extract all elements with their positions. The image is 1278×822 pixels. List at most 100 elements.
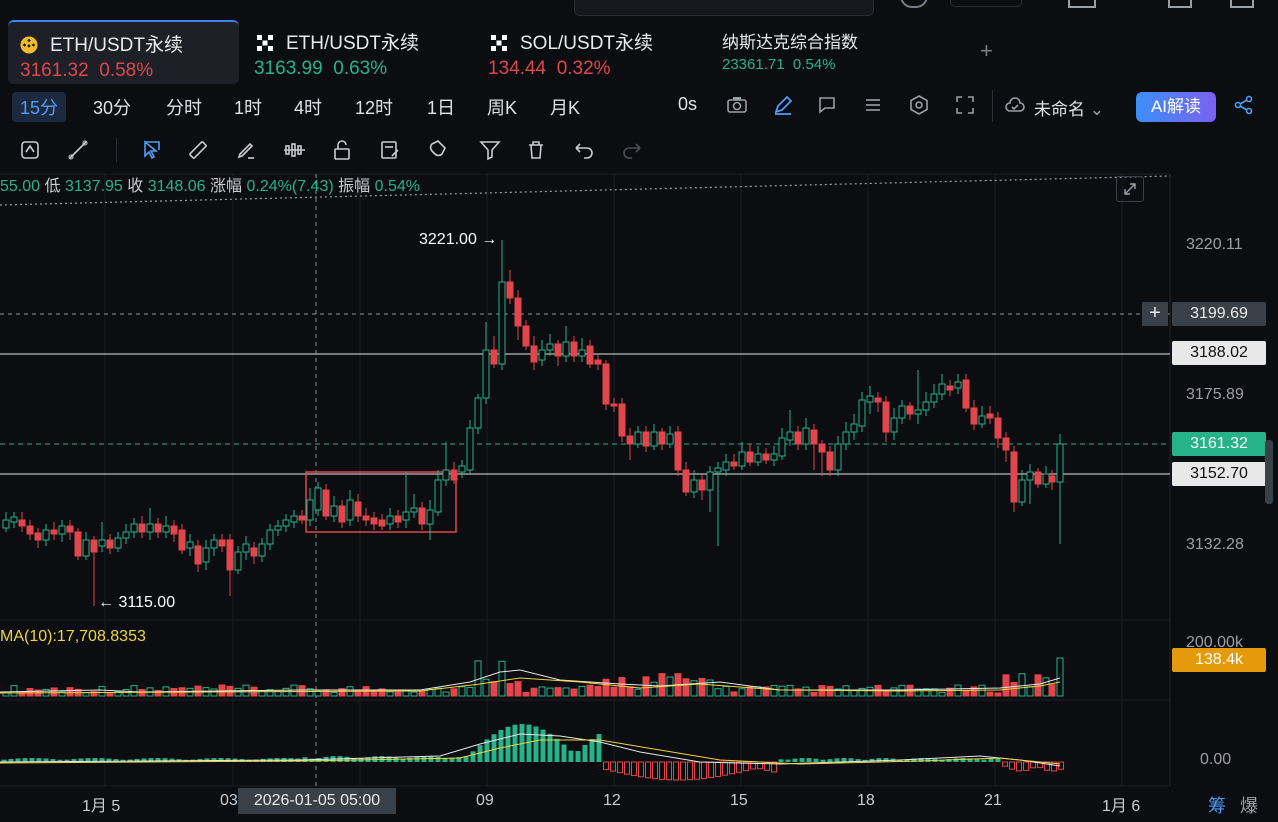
- window-icon[interactable]: [1068, 0, 1096, 8]
- tab-sol-okx[interactable]: SOL/USDT永续 134.44 0.32%: [480, 20, 700, 82]
- volume-bar: [826, 685, 834, 697]
- tab-nasdaq[interactable]: 纳斯达克综合指数 23361.71 0.54%: [712, 20, 932, 82]
- redo-icon[interactable]: [620, 138, 644, 162]
- magnet-icon[interactable]: [426, 138, 450, 162]
- candle-body: [986, 413, 994, 419]
- timeframe-week[interactable]: 周K: [487, 98, 518, 118]
- cloud-icon[interactable]: [1004, 94, 1026, 116]
- macd-bar: [659, 761, 665, 780]
- candle-body: [434, 479, 442, 513]
- list-icon[interactable]: [862, 94, 884, 116]
- timeframe-12h[interactable]: 12时: [355, 98, 394, 118]
- add-tab-button[interactable]: +: [980, 38, 993, 63]
- candle-body: [202, 547, 210, 563]
- candle-body: [810, 429, 818, 445]
- edit-list-icon[interactable]: [378, 138, 402, 162]
- candle-body: [586, 345, 594, 365]
- candle-body: [354, 501, 362, 517]
- volume-bar: [858, 687, 866, 697]
- layout-name: 未命名: [1034, 100, 1085, 119]
- liquidation-tab[interactable]: 爆: [1240, 796, 1258, 816]
- price-axis-label: 3220.11: [1186, 236, 1243, 253]
- macd-bar: [778, 759, 784, 762]
- candle-body: [506, 281, 514, 299]
- volume-bar: [458, 686, 466, 697]
- camera-icon[interactable]: [726, 94, 748, 116]
- filter-icon[interactable]: [478, 138, 502, 162]
- cursor-select-icon[interactable]: [140, 138, 164, 162]
- candle-body: [802, 427, 810, 445]
- window-icon-2[interactable]: [1168, 0, 1192, 8]
- drawn-rectangle: [305, 471, 457, 533]
- current-price-tag: 3161.32: [1172, 432, 1266, 456]
- window-icon-3[interactable]: [1230, 0, 1254, 8]
- volume-bar: [434, 687, 442, 697]
- hexagon-icon[interactable]: [908, 94, 930, 116]
- timeframe-15m[interactable]: 15分: [12, 92, 67, 122]
- volume-bar: [50, 687, 58, 697]
- candle-body: [298, 515, 306, 521]
- level-price-tag[interactable]: 3188.02: [1172, 341, 1266, 365]
- fullscreen-icon[interactable]: [954, 94, 976, 116]
- timeframe-month[interactable]: 月K: [550, 98, 581, 118]
- volume-bar: [442, 691, 450, 697]
- add-alert-icon[interactable]: +: [1142, 302, 1168, 326]
- volume-bar: [386, 691, 394, 697]
- top-right-controls[interactable]: [900, 0, 1270, 8]
- share-icon[interactable]: [1233, 94, 1255, 116]
- candle-body: [1018, 479, 1026, 503]
- volume-bar: [210, 688, 218, 697]
- expand-chart-icon[interactable]: [1116, 176, 1144, 202]
- candlestick-chart[interactable]: [0, 170, 1278, 822]
- candle-body: [290, 515, 298, 523]
- amplitude-label: 振幅: [338, 178, 371, 195]
- layout-name-select[interactable]: 未命名 ⌄: [1034, 95, 1104, 120]
- timeframe-1d[interactable]: 1日: [427, 98, 456, 118]
- pen-icon[interactable]: [772, 94, 794, 116]
- volume-bar: [706, 679, 714, 697]
- volume-bar: [338, 688, 346, 697]
- timeframe-1h[interactable]: 1时: [234, 98, 263, 118]
- candle-body: [818, 443, 826, 453]
- candle-body: [546, 343, 554, 351]
- undo-icon[interactable]: [572, 138, 596, 162]
- volume-bar: [154, 689, 162, 697]
- macd-bar: [491, 734, 497, 762]
- timeframe-4h[interactable]: 4时: [294, 98, 323, 118]
- macd-bar: [8, 758, 14, 762]
- volume-bar: [658, 673, 666, 697]
- timeframe-30m[interactable]: 30分: [93, 98, 132, 118]
- timeframe-timeshare[interactable]: 分时: [166, 98, 202, 118]
- volume-bar: [482, 678, 490, 697]
- bars-pattern-icon[interactable]: [283, 138, 307, 162]
- trash-icon[interactable]: [524, 138, 548, 162]
- crosshair-price-tag: 3199.69: [1172, 302, 1266, 326]
- search-input[interactable]: [574, 0, 874, 16]
- tab-eth-binance[interactable]: ETH/USDT永续 3161.32 0.58%: [8, 20, 239, 84]
- currency-select[interactable]: [950, 0, 1022, 7]
- ruler-icon[interactable]: [186, 138, 210, 162]
- candle-body: [458, 465, 466, 473]
- trend-line-icon[interactable]: [66, 138, 90, 162]
- macd-bar: [715, 761, 721, 777]
- ai-interpret-button[interactable]: AI解读: [1136, 92, 1216, 122]
- price-scale-handle[interactable]: [1265, 440, 1273, 504]
- ohlc-info-bar: 55.00 低 3137.95 收 3148.06 涨幅 0.24%(7.43)…: [0, 172, 420, 196]
- volume-bar: [130, 685, 138, 697]
- candle-body: [850, 423, 858, 433]
- candle-body: [602, 363, 610, 405]
- comment-icon[interactable]: [816, 94, 838, 116]
- chips-tab[interactable]: 筹: [1208, 796, 1226, 816]
- macd-bar: [876, 758, 882, 762]
- tab-eth-okx[interactable]: ETH/USDT永续 3163.99 0.63%: [246, 20, 466, 82]
- macd-bar: [162, 758, 168, 762]
- macd-bar: [407, 757, 413, 762]
- gear-icon[interactable]: [900, 0, 928, 8]
- tab-price: 23361.71 0.54%: [722, 56, 836, 73]
- macd-bar: [547, 733, 553, 762]
- macd-bar: [141, 758, 147, 762]
- cycle-icon[interactable]: [18, 138, 42, 162]
- lock-icon[interactable]: [330, 138, 354, 162]
- level-price-tag[interactable]: 3152.70: [1172, 462, 1266, 486]
- brush-icon[interactable]: [234, 138, 258, 162]
